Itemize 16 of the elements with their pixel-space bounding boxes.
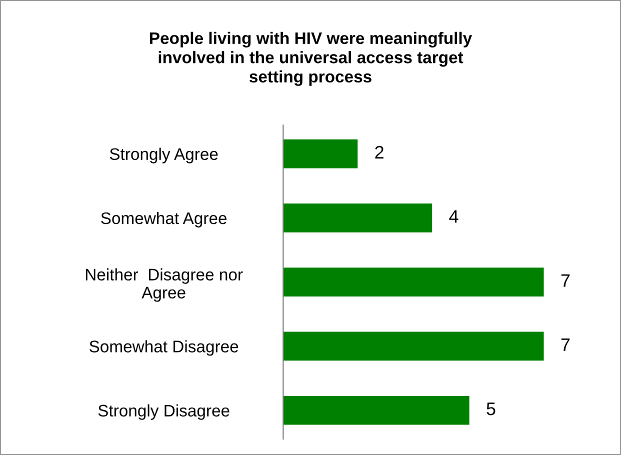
y-tick-label: Somewhat Agree: [101, 212, 227, 228]
y-tick-label: Strongly Agree: [110, 148, 218, 164]
bar: [283, 332, 544, 361]
bar: [283, 268, 544, 297]
data-label: 2: [375, 146, 384, 158]
data-label: 7: [561, 338, 570, 351]
y-tick-label: Neither Disagree nor Agree: [86, 268, 243, 302]
data-label: 5: [486, 402, 496, 416]
chart-title: People living with HIV were meaningfully involved in the universal access target setting process: [150, 32, 472, 86]
data-label: 7: [561, 274, 570, 287]
bar: [283, 139, 358, 168]
bar: [283, 396, 470, 425]
y-tick-label: Strongly Disagree: [98, 404, 230, 420]
y-tick-label: Somewhat Disagree: [90, 340, 238, 356]
data-label: 4: [449, 210, 458, 223]
bar: [283, 204, 432, 232]
